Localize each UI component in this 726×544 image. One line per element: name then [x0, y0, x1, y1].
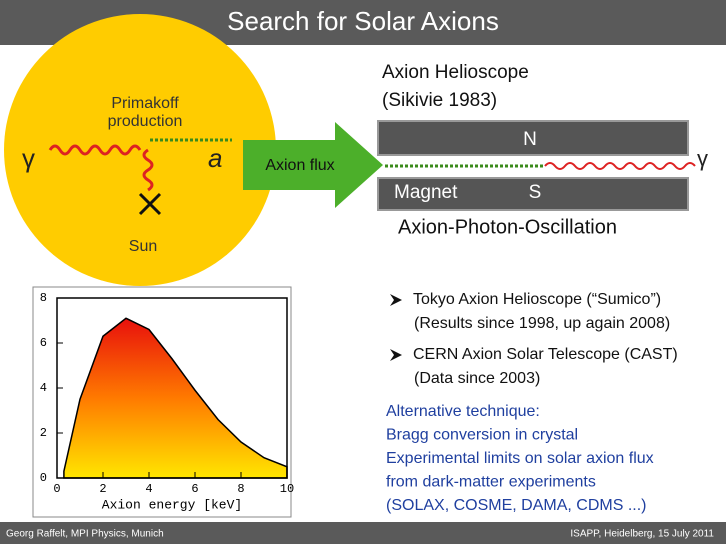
bullet-text: Tokyo Axion Helioscope (“Sumico”): [413, 291, 661, 308]
primakoff-label: production: [108, 113, 183, 130]
y-tick-label: 8: [40, 291, 47, 305]
y-tick-label: 2: [40, 426, 47, 440]
magnet-pole: [377, 177, 689, 211]
gamma-label: γ: [697, 146, 708, 171]
magnet-pole: [377, 120, 689, 156]
nucleus-cross: [138, 192, 162, 216]
photon-wave: [142, 148, 154, 192]
x-axis-label: Axion energy [keV]: [102, 497, 242, 512]
footer-left: Georg Raffelt, MPI Physics, Munich: [6, 529, 164, 540]
alternative-line: Alternative technique:: [386, 403, 540, 420]
x-tick-label: 4: [145, 482, 152, 496]
footer-right: ISAPP, Heidelberg, 15 July 2011: [570, 529, 714, 540]
axion-label: a: [208, 143, 222, 173]
sun-label: Sun: [129, 238, 157, 255]
y-tick-label: 0: [40, 471, 47, 485]
x-tick-label: 2: [99, 482, 106, 496]
alternative-line: from dark-matter experiments: [386, 474, 596, 491]
flux-label: Axion flux: [265, 157, 334, 174]
x-tick-label: 6: [191, 482, 198, 496]
photon-wave: [544, 162, 696, 170]
bullet-arrow: [390, 349, 402, 361]
alternative-line: (SOLAX, COSME, DAMA, CDMS ...): [386, 497, 646, 514]
south-label: S: [529, 182, 542, 203]
bullet-text: CERN Axion Solar Telescope (CAST): [413, 346, 678, 363]
helioscope-label: Axion Helioscope: [382, 62, 529, 83]
gamma-label: γ: [22, 143, 35, 173]
x-tick-label: 10: [280, 482, 294, 496]
photon-wave: [48, 144, 142, 156]
y-tick-label: 6: [40, 336, 47, 350]
north-label: N: [523, 129, 537, 150]
bullet-text: (Results since 1998, up again 2008): [414, 315, 670, 332]
flux-area: [63, 317, 288, 479]
x-tick-label: 8: [237, 482, 244, 496]
magnet-label: Magnet: [394, 182, 458, 203]
x-tick-label: 0: [53, 482, 60, 496]
title: Search for Solar Axions: [227, 6, 499, 36]
bullet-list: Tokyo Axion Helioscope (“Sumico”) (Result…: [390, 291, 678, 387]
y-tick-label: 4: [40, 381, 47, 395]
oscillation-label: Axion-Photon-Oscillation: [398, 216, 617, 238]
alternative-text: Alternative technique: Bragg conversion i…: [386, 403, 654, 514]
alternative-line: Experimental limits on solar axion flux: [386, 450, 654, 467]
flux-arrow: [243, 122, 383, 208]
primakoff-label: Primakoff: [111, 95, 179, 112]
alternative-line: Bragg conversion in crystal: [386, 427, 578, 444]
helioscope-label: (Sikivie 1983): [382, 90, 497, 111]
footer-bar: [0, 522, 726, 544]
bullet-text: (Data since 2003): [414, 370, 540, 387]
bullet-arrow: [390, 294, 402, 306]
